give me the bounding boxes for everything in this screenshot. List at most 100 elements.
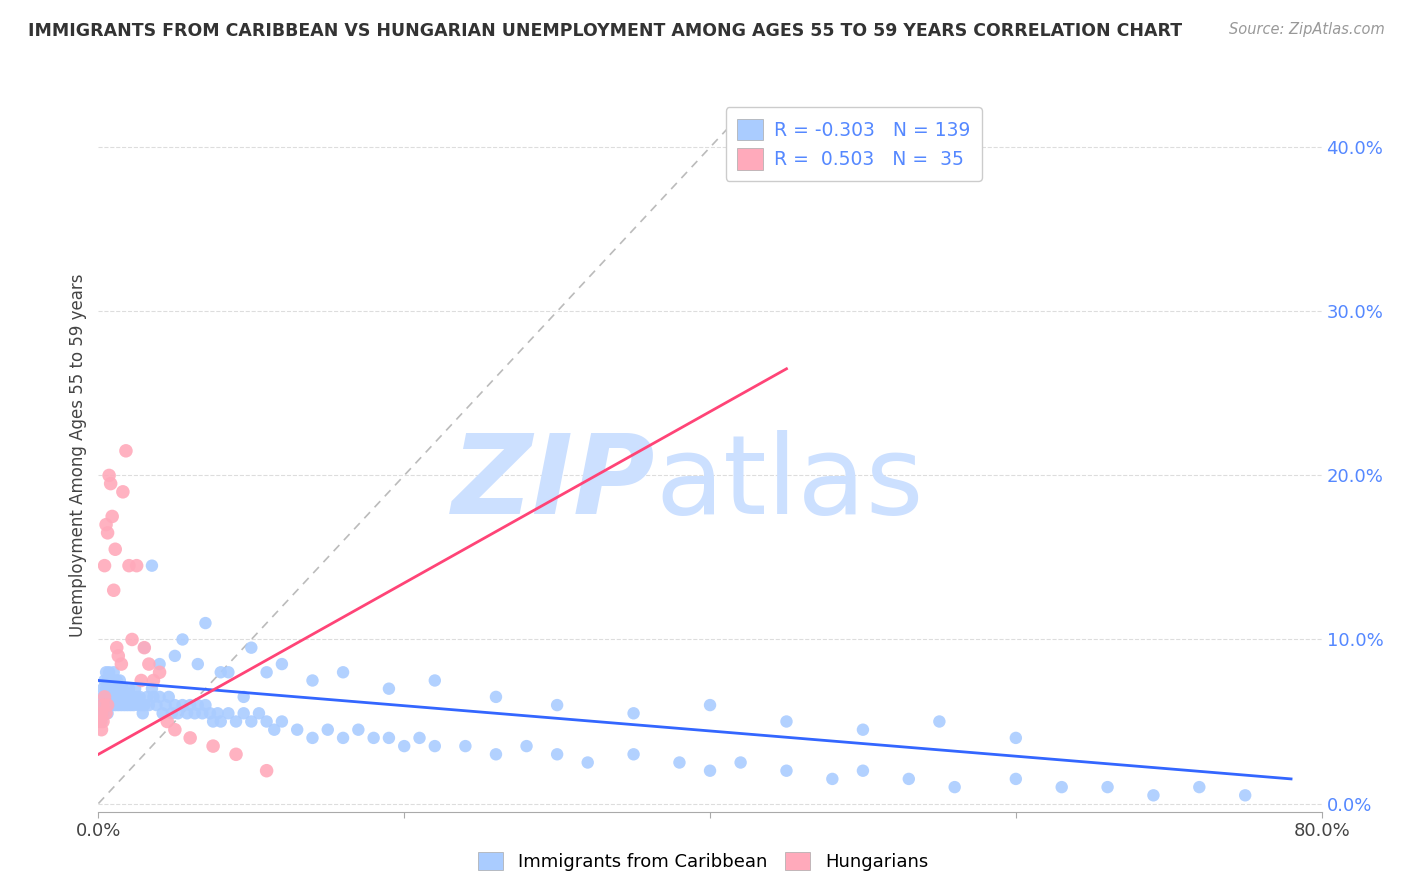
Point	[90, 723, 112, 737]
Point	[163, 698, 186, 712]
Point	[100, 673, 122, 688]
Point	[110, 681, 132, 696]
Point	[516, 739, 538, 753]
Point	[155, 698, 177, 712]
Point	[91, 681, 114, 696]
Text: Source: ZipAtlas.com: Source: ZipAtlas.com	[1229, 22, 1385, 37]
Point	[90, 706, 112, 721]
Point	[118, 690, 141, 704]
Point	[107, 681, 129, 696]
Point	[105, 640, 128, 655]
Point	[94, 681, 117, 696]
Point	[101, 509, 124, 524]
Point	[332, 665, 354, 680]
Point	[184, 706, 207, 721]
Point	[134, 640, 156, 655]
Point	[97, 706, 120, 721]
Point	[347, 723, 370, 737]
Y-axis label: Unemployment Among Ages 55 to 59 years: Unemployment Among Ages 55 to 59 years	[69, 273, 87, 637]
Point	[128, 690, 150, 704]
Point	[117, 698, 139, 712]
Point	[576, 756, 599, 770]
Point	[141, 681, 163, 696]
Point	[194, 616, 217, 631]
Point	[546, 698, 568, 712]
Text: IMMIGRANTS FROM CARIBBEAN VS HUNGARIAN UNEMPLOYMENT AMONG AGES 55 TO 59 YEARS CO: IMMIGRANTS FROM CARIBBEAN VS HUNGARIAN U…	[28, 22, 1182, 40]
Point	[485, 747, 508, 762]
Point	[730, 756, 752, 770]
Point	[103, 665, 125, 680]
Point	[454, 739, 477, 753]
Point	[111, 484, 134, 499]
Point	[104, 542, 127, 557]
Point	[332, 731, 354, 745]
Point	[172, 698, 194, 712]
Point	[232, 706, 254, 721]
Point	[138, 657, 160, 671]
Point	[93, 673, 115, 688]
Point	[179, 698, 201, 712]
Point	[108, 673, 131, 688]
Point	[149, 657, 172, 671]
Point	[301, 673, 323, 688]
Point	[225, 714, 247, 729]
Point	[232, 690, 254, 704]
Point	[943, 780, 966, 794]
Point	[91, 714, 114, 729]
Point	[1097, 780, 1119, 794]
Point	[156, 714, 179, 729]
Point	[134, 640, 156, 655]
Point	[104, 681, 127, 696]
Point	[145, 698, 167, 712]
Point	[121, 690, 143, 704]
Point	[94, 698, 117, 712]
Point	[217, 665, 239, 680]
Point	[179, 731, 201, 745]
Point	[1050, 780, 1073, 794]
Point	[100, 698, 122, 712]
Point	[408, 731, 430, 745]
Point	[89, 714, 111, 729]
Point	[121, 632, 143, 647]
Point	[94, 706, 117, 721]
Point	[316, 723, 339, 737]
Point	[202, 714, 225, 729]
Point	[1004, 772, 1026, 786]
Point	[821, 772, 844, 786]
Point	[623, 706, 645, 721]
Point	[149, 665, 172, 680]
Point	[1188, 780, 1211, 794]
Point	[852, 764, 875, 778]
Legend: R = -0.303   N = 139, R =  0.503   N =  35: R = -0.303 N = 139, R = 0.503 N = 35	[725, 108, 981, 181]
Point	[240, 714, 263, 729]
Point	[136, 690, 159, 704]
Point	[1142, 789, 1164, 803]
Point	[191, 706, 214, 721]
Point	[101, 681, 124, 696]
Point	[100, 690, 122, 704]
Point	[176, 706, 198, 721]
Point	[207, 706, 229, 721]
Point	[103, 673, 125, 688]
Point	[157, 690, 180, 704]
Point	[93, 690, 115, 704]
Point	[172, 632, 194, 647]
Point	[115, 690, 138, 704]
Point	[125, 558, 148, 573]
Text: atlas: atlas	[655, 430, 924, 537]
Point	[138, 698, 160, 712]
Point	[105, 690, 128, 704]
Point	[94, 665, 117, 680]
Point	[97, 690, 120, 704]
Point	[118, 681, 141, 696]
Point	[209, 665, 232, 680]
Point	[202, 739, 225, 753]
Point	[97, 525, 120, 540]
Point	[125, 690, 148, 704]
Point	[97, 698, 120, 712]
Point	[100, 476, 122, 491]
Point	[160, 706, 183, 721]
Point	[198, 706, 221, 721]
Point	[775, 764, 797, 778]
Point	[485, 690, 508, 704]
